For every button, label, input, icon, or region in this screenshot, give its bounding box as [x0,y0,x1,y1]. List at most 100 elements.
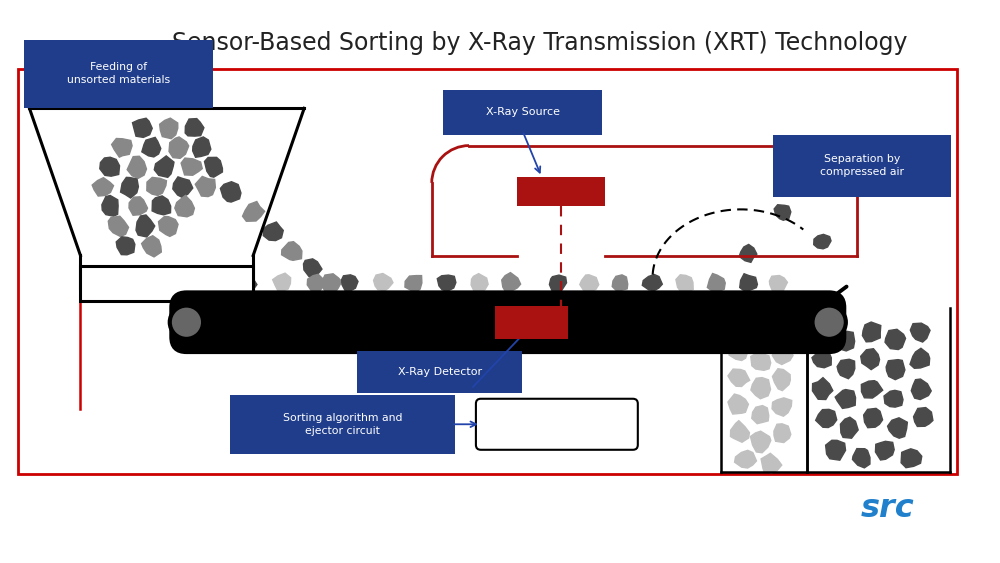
Polygon shape [549,275,567,292]
Polygon shape [181,158,202,175]
Polygon shape [888,418,907,438]
Polygon shape [875,441,894,460]
Polygon shape [862,322,881,342]
Polygon shape [160,118,178,138]
Polygon shape [175,195,194,217]
Polygon shape [728,369,750,386]
Polygon shape [502,272,521,292]
FancyBboxPatch shape [172,293,844,352]
Polygon shape [204,158,222,177]
Polygon shape [282,242,302,260]
Polygon shape [861,381,883,398]
Text: Separation by
compressed air: Separation by compressed air [820,154,904,177]
Polygon shape [193,137,211,157]
FancyBboxPatch shape [230,395,455,454]
Polygon shape [238,273,257,293]
FancyBboxPatch shape [443,90,602,135]
Polygon shape [811,321,834,342]
Polygon shape [772,398,792,416]
Polygon shape [322,274,342,293]
Polygon shape [735,450,756,468]
Polygon shape [142,137,161,157]
Polygon shape [307,274,324,292]
Polygon shape [751,353,771,370]
Polygon shape [92,178,114,196]
Polygon shape [243,202,265,221]
Polygon shape [612,275,628,292]
Polygon shape [752,405,769,424]
Text: X-Ray Source: X-Ray Source [486,107,560,117]
Polygon shape [772,316,792,337]
Polygon shape [195,176,215,196]
Polygon shape [102,195,118,216]
Polygon shape [707,274,725,292]
Circle shape [812,306,846,339]
Polygon shape [129,197,148,215]
Polygon shape [861,348,880,370]
Polygon shape [901,449,922,468]
Polygon shape [173,177,193,197]
Polygon shape [471,274,488,293]
Polygon shape [159,216,178,236]
Polygon shape [769,275,787,293]
Polygon shape [812,378,833,400]
Polygon shape [812,349,831,368]
Polygon shape [147,177,166,195]
Polygon shape [169,137,189,158]
Polygon shape [750,328,769,345]
Text: Sorting algorithm and
ejector circuit: Sorting algorithm and ejector circuit [283,413,402,436]
FancyBboxPatch shape [773,135,951,196]
FancyBboxPatch shape [476,399,638,450]
Polygon shape [136,215,155,237]
Circle shape [170,306,203,339]
Polygon shape [730,421,749,443]
Polygon shape [676,275,693,293]
Polygon shape [112,138,132,157]
Polygon shape [121,177,138,198]
FancyBboxPatch shape [357,351,522,393]
Text: X-Ray Detector: X-Ray Detector [398,367,482,377]
Polygon shape [852,449,870,468]
Polygon shape [220,182,241,202]
Polygon shape [580,275,599,293]
Polygon shape [152,196,171,215]
Polygon shape [840,417,858,438]
Polygon shape [142,236,161,257]
Polygon shape [835,390,856,408]
Polygon shape [910,348,930,368]
Polygon shape [728,394,748,414]
Bar [18,69,957,474]
Polygon shape [273,273,291,291]
Polygon shape [437,275,456,291]
Polygon shape [729,341,748,360]
Polygon shape [864,408,883,428]
Polygon shape [730,319,749,337]
Polygon shape [772,345,793,364]
Polygon shape [204,275,222,291]
Polygon shape [772,369,790,391]
Polygon shape [132,118,152,137]
Polygon shape [342,275,358,292]
Polygon shape [263,222,283,240]
Polygon shape [911,379,931,400]
Polygon shape [750,431,771,453]
Polygon shape [885,329,906,350]
Polygon shape [303,259,322,278]
FancyBboxPatch shape [24,39,213,108]
Polygon shape [739,244,757,262]
Polygon shape [761,453,782,473]
Polygon shape [826,440,846,460]
Polygon shape [836,332,855,351]
Polygon shape [774,424,791,443]
Bar [517,177,605,207]
Bar [495,306,568,339]
Polygon shape [774,205,791,220]
Text: Sensor-Based Sorting by X-Ray Transmission (XRT) Technology: Sensor-Based Sorting by X-Ray Transmissi… [172,30,907,55]
Polygon shape [405,275,422,293]
Polygon shape [116,237,135,255]
Bar [80,266,253,301]
Polygon shape [740,274,757,291]
Polygon shape [884,390,903,407]
Polygon shape [814,234,831,249]
Polygon shape [914,408,933,426]
